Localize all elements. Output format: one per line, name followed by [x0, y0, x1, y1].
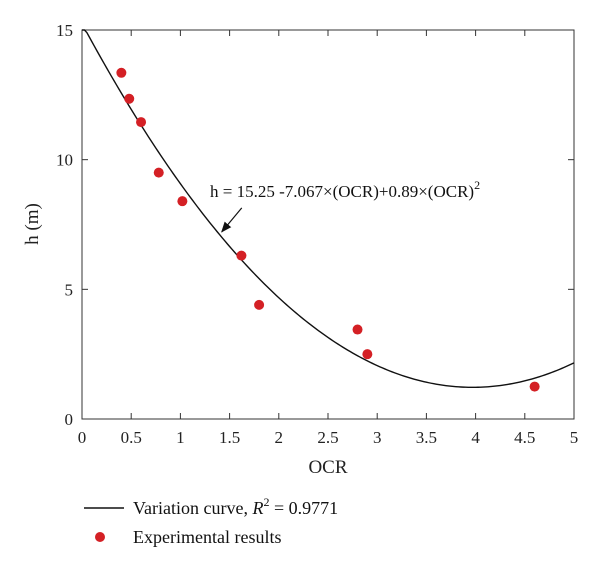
data-point [153, 167, 164, 178]
legend-label-r: R [251, 498, 263, 518]
x-tick-label: 2 [275, 428, 284, 447]
x-tick-label: 3.5 [416, 428, 437, 447]
data-point [116, 67, 127, 78]
x-tick-label: 0 [78, 428, 87, 447]
legend-label-r-sup: 2 [263, 495, 269, 509]
x-tick-label: 4.5 [514, 428, 535, 447]
x-axis-title: OCR [308, 457, 347, 478]
x-tick-label: 1.5 [219, 428, 240, 447]
y-tick-label: 0 [65, 410, 74, 429]
equation-annotation: h = 15.25 -7.067×(OCR)+0.89×(OCR)2 [210, 178, 480, 233]
annotation-arrow [221, 207, 243, 233]
data-point [236, 250, 247, 261]
legend-label-experimental: Experimental results [133, 527, 281, 547]
data-point [362, 349, 373, 360]
data-point [529, 381, 540, 392]
equation-label: h = 15.25 -7.067×(OCR)+0.89×(OCR)2 [210, 178, 480, 201]
y-axis-title: h (m) [22, 203, 43, 245]
x-tick-label: 4 [471, 428, 480, 447]
x-tick-label: 2.5 [317, 428, 338, 447]
y-tick-label: 15 [56, 21, 73, 40]
data-point [136, 117, 147, 128]
legend-marker-dot [95, 532, 105, 542]
legend: Variation curve, R2 = 0.9771 Experimenta… [84, 495, 338, 547]
x-axis-ticks: 0 0.5 1 1.5 2 2.5 3 3.5 4 4.5 5 [78, 30, 579, 447]
x-tick-label: 5 [570, 428, 579, 447]
x-tick-label: 1 [176, 428, 185, 447]
data-point [352, 324, 363, 335]
plot-clip-group [82, 29, 575, 392]
variation-curve-line [82, 29, 575, 389]
legend-label-prefix: Variation curve, [133, 498, 252, 518]
data-point [254, 299, 265, 310]
x-tick-label: 3 [373, 428, 382, 447]
equation-main-text: h = 15.25 -7.067×(OCR)+0.89×(OCR) [210, 182, 474, 201]
experimental-points [116, 67, 540, 392]
y-axis-ticks: 0 5 10 15 [56, 21, 574, 429]
data-point [124, 93, 135, 104]
legend-label-variation-curve: Variation curve, R2 = 0.9771 [133, 495, 338, 518]
x-tick-label: 0.5 [121, 428, 142, 447]
legend-label-value: = 0.9771 [269, 498, 338, 518]
y-tick-label: 10 [56, 151, 73, 170]
data-point [177, 196, 188, 207]
y-tick-label: 5 [65, 280, 74, 299]
plot-area-frame [81, 29, 575, 420]
equation-superscript: 2 [474, 178, 480, 192]
